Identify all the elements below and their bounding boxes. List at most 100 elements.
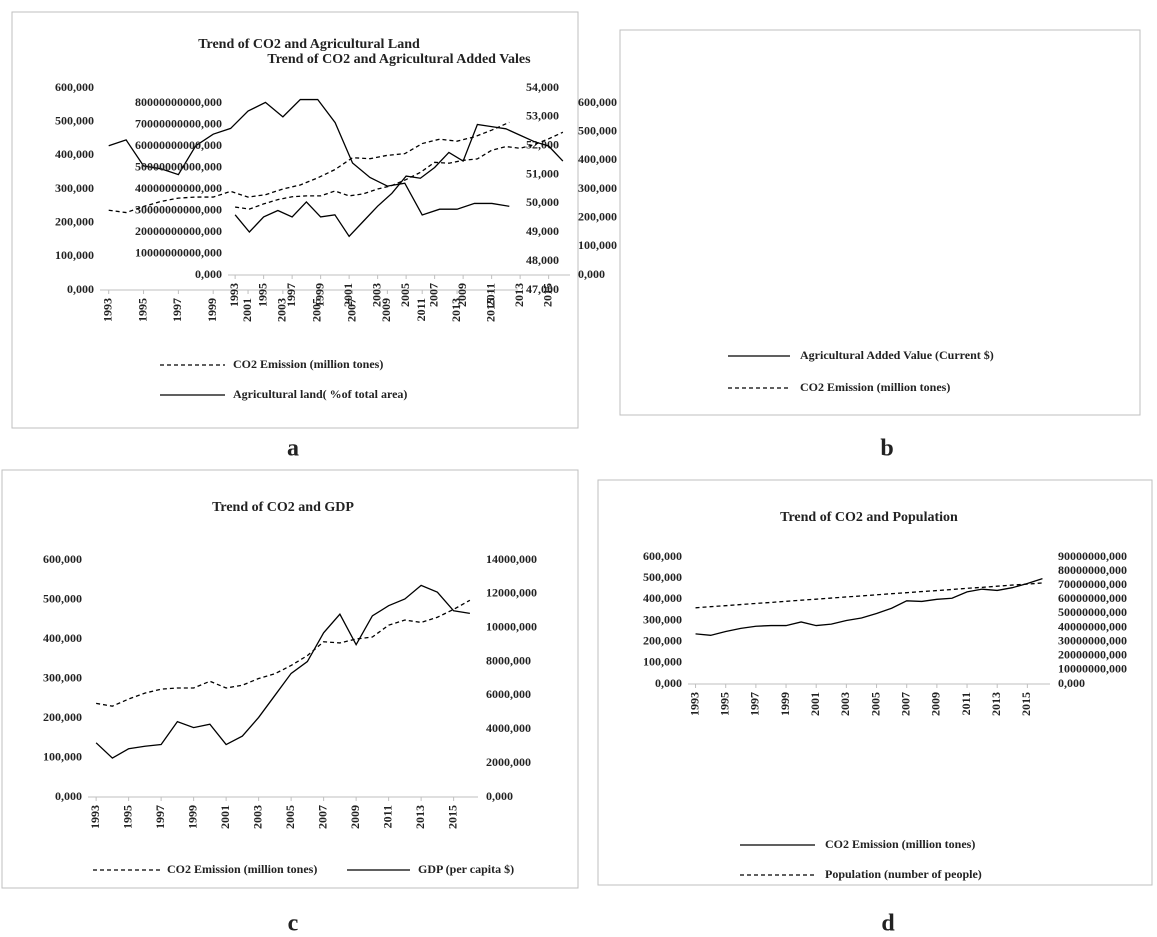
- series-line: [695, 582, 1043, 609]
- y-tick-label: 600,000: [55, 80, 94, 94]
- legend-label: Agricultural Added Value (Current $): [800, 348, 994, 362]
- y-tick-label: 0,000: [55, 789, 82, 803]
- panel-label: a: [287, 436, 299, 462]
- x-tick-label: 1995: [717, 692, 731, 716]
- y-tick-label: 300,000: [55, 181, 94, 195]
- panel-border: [619, 29, 1141, 416]
- y-tick-label: 0,000: [655, 676, 682, 690]
- y2-tick-label: 50000000,000: [1058, 605, 1127, 619]
- x-tick-label: 2007: [344, 298, 358, 322]
- panel-label: c: [288, 911, 299, 937]
- x-tick-label: 2013: [512, 283, 526, 307]
- x-tick-label: 2007: [426, 283, 440, 307]
- y-tick-label: 0,000: [67, 282, 94, 296]
- x-tick-label: 2005: [398, 283, 412, 307]
- y2-tick-label: 20000000,000: [1058, 648, 1127, 662]
- x-tick-label: 2011: [483, 283, 497, 306]
- x-tick-label: 2009: [929, 692, 943, 716]
- series-line: [235, 131, 564, 210]
- y2-tick-label: 49,000: [526, 224, 559, 238]
- x-tick-label: 2003: [838, 692, 852, 716]
- x-tick-label: 2001: [341, 283, 355, 307]
- x-tick-label: 2009: [379, 298, 393, 322]
- y-tick-label: 50000000000,000: [135, 159, 222, 173]
- y2-tick-label: 100,000: [578, 238, 617, 252]
- y2-tick-label: 600,000: [578, 95, 617, 109]
- y-tick-label: 30000000000,000: [135, 202, 222, 216]
- x-tick-label: 1997: [284, 283, 298, 307]
- x-tick-label: 2007: [898, 692, 912, 716]
- x-tick-label: 2015: [1019, 692, 1033, 716]
- y-tick-label: 20000000000,000: [135, 224, 222, 238]
- y2-tick-label: 14000,000: [486, 552, 537, 566]
- series-line: [695, 577, 1043, 636]
- x-tick-label: 2005: [283, 805, 297, 829]
- x-tick-label: 2013: [449, 298, 463, 322]
- x-tick-label: 2011: [380, 805, 394, 828]
- series-line: [108, 98, 510, 216]
- y2-tick-label: 0,000: [1058, 676, 1085, 690]
- y2-tick-label: 200,000: [578, 209, 617, 223]
- series-line: [108, 121, 510, 214]
- series-line: [95, 584, 470, 759]
- panel-label: b: [880, 436, 893, 462]
- y2-tick-label: 0,000: [578, 267, 605, 281]
- x-tick-label: 2003: [250, 805, 264, 829]
- y-tick-label: 40000000000,000: [135, 181, 222, 195]
- x-tick-label: 1999: [205, 298, 219, 322]
- y2-tick-label: 80000000,000: [1058, 563, 1127, 577]
- y-tick-label: 80000000000,000: [135, 95, 222, 109]
- x-tick-label: 2011: [414, 298, 428, 321]
- y-tick-label: 200,000: [55, 214, 94, 228]
- series-line: [234, 123, 564, 238]
- y-tick-label: 100,000: [43, 749, 82, 763]
- y-tick-label: 400,000: [643, 591, 682, 605]
- x-tick-label: 2005: [309, 298, 323, 322]
- y2-tick-label: 70000000,000: [1058, 577, 1127, 591]
- x-tick-label: 2003: [275, 298, 289, 322]
- y2-tick-label: 48,000: [526, 253, 559, 267]
- x-tick-label: 2001: [218, 805, 232, 829]
- y-tick-label: 100,000: [55, 248, 94, 262]
- y-tick-label: 70000000000,000: [135, 116, 222, 130]
- y2-tick-label: 12000,000: [486, 586, 537, 600]
- y2-tick-label: 30000000,000: [1058, 633, 1127, 647]
- y2-tick-label: 400,000: [578, 152, 617, 166]
- legend-label: Population (number of people): [825, 867, 982, 881]
- y-tick-label: 0,000: [195, 267, 222, 281]
- y-tick-label: 60000000000,000: [135, 138, 222, 152]
- y-tick-label: 500,000: [55, 113, 94, 127]
- x-tick-label: 1999: [185, 805, 199, 829]
- y2-tick-label: 10000000,000: [1058, 662, 1127, 676]
- chart-title: Trend of CO2 and Agricultural Land: [198, 37, 420, 52]
- legend-label: CO2 Emission (million tones): [825, 837, 975, 851]
- legend-label: CO2 Emission (million tones): [800, 380, 950, 394]
- y-tick-label: 200,000: [43, 710, 82, 724]
- x-tick-label: 1993: [687, 692, 701, 716]
- x-tick-label: 1995: [135, 298, 149, 322]
- y2-tick-label: 500,000: [578, 123, 617, 137]
- y-tick-label: 500,000: [43, 591, 82, 605]
- chart-title: Trend of CO2 and GDP: [212, 500, 354, 515]
- y2-tick-label: 300,000: [578, 181, 617, 195]
- y2-tick-label: 4000,000: [486, 721, 531, 735]
- x-tick-label: 2015: [445, 805, 459, 829]
- y-tick-label: 600,000: [43, 552, 82, 566]
- y2-tick-label: 47,000: [526, 282, 559, 296]
- y-tick-label: 100,000: [643, 655, 682, 669]
- y-tick-label: 300,000: [643, 612, 682, 626]
- y2-tick-label: 40000000,000: [1058, 619, 1127, 633]
- x-tick-label: 2015: [484, 298, 498, 322]
- y2-tick-label: 0,000: [486, 789, 513, 803]
- x-tick-label: 2015: [540, 283, 554, 307]
- y-tick-label: 10000000000,000: [135, 245, 222, 259]
- series-line: [96, 599, 471, 707]
- x-tick-label: 1999: [312, 283, 326, 307]
- legend-label: Agricultural land( %of total area): [233, 387, 407, 401]
- y2-tick-label: 51,000: [526, 166, 559, 180]
- chart-title: Trend of CO2 and Agricultural Added Vale…: [267, 52, 531, 67]
- x-tick-label: 1993: [227, 283, 241, 307]
- x-tick-label: 2013: [989, 692, 1003, 716]
